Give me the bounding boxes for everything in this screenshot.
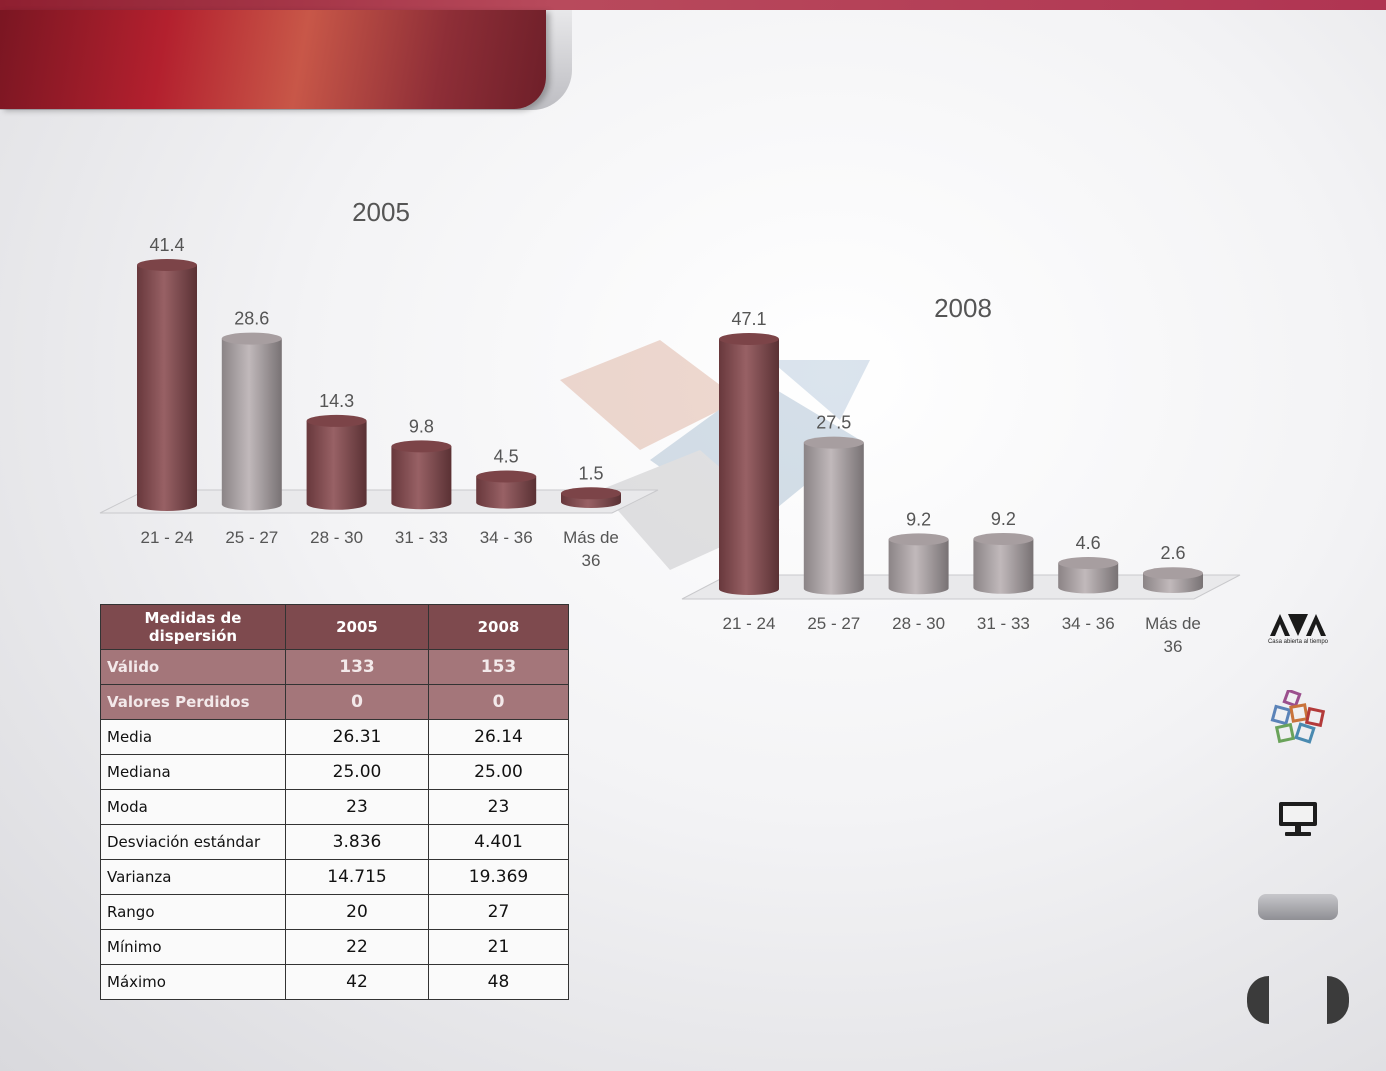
value-2008: 26.14 [428, 719, 569, 755]
tick-label: 36 [582, 551, 601, 570]
bar [221, 332, 282, 511]
table-row: Mediana 25.00 25.00 [100, 754, 569, 790]
bar [888, 533, 949, 595]
table-row: Moda 23 23 [100, 789, 569, 825]
value-2008: 0 [428, 684, 569, 720]
table-row: Mínimo 22 21 [100, 929, 569, 965]
data-label: 4.6 [1076, 533, 1101, 553]
bar [719, 333, 779, 595]
prev-button[interactable] [1247, 976, 1269, 1024]
monitor-icon[interactable] [1277, 800, 1319, 838]
table-header-2005: 2005 [285, 604, 429, 650]
value-2008: 21 [428, 929, 569, 965]
bar [803, 436, 864, 595]
table-row: Máximo 42 48 [100, 964, 569, 1000]
row-label: Mediana [100, 754, 286, 790]
data-label: 14.3 [319, 391, 354, 411]
value-2005: 26.31 [285, 719, 429, 755]
table-header-2008: 2008 [428, 604, 569, 650]
tick-label: 21 - 24 [141, 528, 194, 547]
tick-label: Más de [1145, 614, 1201, 633]
row-label: Mínimo [100, 929, 286, 965]
value-2008: 153 [428, 649, 569, 685]
value-2005: 20 [285, 894, 429, 930]
row-label: Máximo [100, 964, 286, 1000]
value-2008: 23 [428, 789, 569, 825]
chart-2008: 2008 47.1 21 - 24 27.5 25 - 27 9.2 28 - 30 9.2 3… [681, 293, 1241, 656]
value-2008: 27 [428, 894, 569, 930]
top-band [0, 0, 1386, 10]
value-2005: 133 [285, 649, 429, 685]
table-row: Media 26.31 26.14 [100, 719, 569, 755]
tick-label: 25 - 27 [225, 528, 278, 547]
tick-label: 25 - 27 [807, 614, 860, 633]
table-header-measures: Medidas de dispersión [100, 604, 286, 650]
row-label: Varianza [100, 859, 286, 895]
row-label: Valores Perdidos [100, 684, 286, 720]
bar [561, 487, 621, 508]
uam-logo-icon[interactable] [1268, 612, 1328, 638]
data-label: 9.2 [991, 509, 1016, 529]
table-header-row: Medidas de dispersión 2005 2008 [100, 604, 569, 650]
value-2005: 25.00 [285, 754, 429, 790]
data-label: 9.8 [409, 416, 434, 436]
bar [1143, 567, 1203, 593]
next-button[interactable] [1327, 976, 1349, 1024]
title-ribbon [0, 10, 546, 109]
data-label: 28.6 [234, 309, 269, 329]
tick-label: 28 - 30 [310, 528, 363, 547]
value-2005: 0 [285, 684, 429, 720]
data-label: 47.1 [731, 309, 766, 329]
tick-label: 36 [1164, 637, 1183, 656]
data-label: 4.5 [494, 447, 519, 467]
chart-2005: 2005 41.4 21 - 24 28.6 25 - 27 14.3 28 - 30 9.8… [99, 197, 659, 570]
table-row: Rango 20 27 [100, 894, 569, 930]
bar [137, 259, 197, 511]
tick-label: 34 - 36 [1062, 614, 1115, 633]
data-label: 27.5 [816, 413, 851, 433]
bar [306, 414, 367, 510]
tick-label: 28 - 30 [892, 614, 945, 633]
dispersion-table: Medidas de dispersión 2005 2008 Válido 13… [100, 604, 569, 1000]
chart-title: 2008 [934, 293, 992, 323]
bar [391, 440, 452, 510]
bar [476, 470, 537, 509]
data-label: 1.5 [578, 463, 603, 483]
value-2005: 3.836 [285, 824, 429, 860]
value-2008: 19.369 [428, 859, 569, 895]
value-2008: 4.401 [428, 824, 569, 860]
data-label: 2.6 [1160, 543, 1185, 563]
nav-pill[interactable] [1258, 894, 1338, 920]
value-2005: 14.715 [285, 859, 429, 895]
value-2008: 48 [428, 964, 569, 1000]
table-row: Valores Perdidos 0 0 [100, 684, 569, 720]
data-label: 9.2 [906, 509, 931, 529]
value-2005: 42 [285, 964, 429, 1000]
value-2005: 22 [285, 929, 429, 965]
tick-label: 34 - 36 [480, 528, 533, 547]
tick-label: 31 - 33 [395, 528, 448, 547]
chart-title: 2005 [352, 197, 410, 227]
table-row: Varianza 14.715 19.369 [100, 859, 569, 895]
logo-caption: Casa abierta al tiempo [1267, 639, 1329, 645]
data-label: 41.4 [149, 235, 184, 255]
colored-tiles-logo-icon[interactable] [1270, 690, 1326, 748]
row-label: Media [100, 719, 286, 755]
bar [1058, 556, 1119, 594]
bar [973, 532, 1034, 594]
row-label: Válido [100, 649, 286, 685]
tick-label: 31 - 33 [977, 614, 1030, 633]
row-label: Desviación estándar [100, 824, 286, 860]
tick-label: 21 - 24 [723, 614, 776, 633]
table-row: Desviación estándar 3.836 4.401 [100, 824, 569, 860]
table-row: Válido 133 153 [100, 649, 569, 685]
value-2005: 23 [285, 789, 429, 825]
row-label: Moda [100, 789, 286, 825]
tick-label: Más de [563, 528, 619, 547]
value-2008: 25.00 [428, 754, 569, 790]
row-label: Rango [100, 894, 286, 930]
